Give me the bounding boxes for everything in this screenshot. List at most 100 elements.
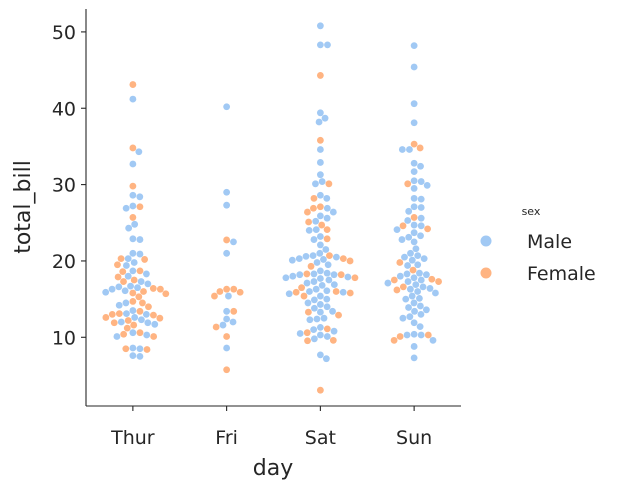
point-thur-male-69 xyxy=(129,329,137,337)
point-sat-male-79 xyxy=(316,301,324,308)
point-sun-male-50 xyxy=(417,276,425,284)
point-sun-male-9 xyxy=(417,162,424,170)
point-thur-male-55 xyxy=(142,310,150,318)
point-sat-female-25 xyxy=(305,218,313,226)
point-thur-male-13 xyxy=(125,224,133,232)
point-sun-female-4 xyxy=(410,140,418,148)
point-sun-male-32 xyxy=(398,236,406,243)
point-thur-male-35 xyxy=(115,283,123,291)
point-sun-male-33 xyxy=(410,238,418,246)
point-sat-male-42 xyxy=(320,256,327,263)
point-sun-male-36 xyxy=(414,252,422,259)
point-fri-female-13 xyxy=(230,307,238,315)
point-sun-female-26 xyxy=(399,222,407,230)
point-sun-male-52 xyxy=(404,278,412,285)
legend-label-female: Female xyxy=(527,263,596,285)
x-tick-label-sat: Sat xyxy=(305,427,336,449)
point-sun-male-78 xyxy=(403,331,411,339)
point-sat-female-13 xyxy=(325,180,333,188)
point-fri-female-9 xyxy=(236,288,244,296)
point-sun-female-51 xyxy=(390,276,398,284)
point-sat-male-97 xyxy=(310,335,318,343)
point-sun-male-81 xyxy=(429,336,437,344)
point-sat-male-80 xyxy=(323,303,331,311)
point-thur-male-1 xyxy=(129,95,137,103)
point-sat-male-14 xyxy=(316,191,324,199)
point-thur-female-77 xyxy=(122,345,130,353)
point-thur-female-43 xyxy=(129,289,137,297)
y-tick-label-40: 40 xyxy=(52,98,76,120)
point-thur-male-36 xyxy=(134,284,141,292)
point-thur-male-12 xyxy=(131,220,139,228)
point-sat-male-94 xyxy=(296,330,304,337)
point-sat-female-28 xyxy=(323,226,331,234)
point-sat-male-86 xyxy=(320,314,328,322)
point-sat-male-63 xyxy=(330,281,338,289)
x-tick-label-thur: Thur xyxy=(110,427,155,449)
point-thur-female-46 xyxy=(129,298,137,305)
point-thur-female-39 xyxy=(156,285,164,293)
point-sat-male-53 xyxy=(296,271,304,279)
point-fri-female-3 xyxy=(223,236,231,244)
point-sun-male-41 xyxy=(414,261,422,269)
point-sat-male-73 xyxy=(285,290,293,298)
x-tick-label-fri: Fri xyxy=(215,427,238,449)
point-fri-male-14 xyxy=(223,315,231,323)
point-sun-male-35 xyxy=(407,249,414,257)
point-sat-female-72 xyxy=(346,289,354,297)
point-sun-male-19 xyxy=(417,204,425,211)
point-sat-female-47 xyxy=(307,262,315,270)
point-thur-male-47 xyxy=(122,299,130,307)
point-sun-male-84 xyxy=(410,354,418,362)
point-sat-male-29 xyxy=(305,227,313,234)
point-sun-male-14 xyxy=(423,181,431,189)
point-sun-male-23 xyxy=(404,217,412,224)
legend-marker-male xyxy=(480,235,492,247)
point-thur-male-16 xyxy=(129,249,137,257)
point-thur-female-68 xyxy=(123,324,131,332)
point-sat-female-31 xyxy=(323,235,331,243)
point-sun-female-80 xyxy=(396,333,404,340)
point-sun-male-25 xyxy=(417,222,425,230)
point-sat-male-60 xyxy=(325,276,333,284)
point-sun-male-10 xyxy=(410,168,418,176)
point-sun-male-68 xyxy=(405,304,412,311)
point-sun-male-55 xyxy=(412,281,420,289)
point-thur-female-19 xyxy=(117,255,125,263)
point-sun-male-15 xyxy=(410,185,418,192)
point-fri-female-18 xyxy=(223,333,231,340)
point-sat-male-8 xyxy=(316,146,324,153)
point-sat-male-9 xyxy=(316,159,324,166)
point-fri-female-17 xyxy=(212,323,220,331)
point-sat-male-34 xyxy=(322,246,330,253)
point-sun-male-47 xyxy=(396,272,404,280)
point-sun-male-39 xyxy=(408,256,416,264)
point-fri-female-7 xyxy=(230,285,238,293)
point-thur-female-60 xyxy=(156,314,164,322)
point-sat-male-49 xyxy=(323,269,331,277)
point-sat-female-84 xyxy=(304,308,312,316)
point-sun-male-34 xyxy=(412,245,420,253)
point-sat-female-98 xyxy=(329,336,337,344)
point-sat-male-48 xyxy=(316,267,324,275)
point-sat-female-75 xyxy=(300,292,308,300)
point-sat-male-64 xyxy=(318,281,326,289)
point-fri-female-20 xyxy=(223,366,231,374)
point-sun-male-63 xyxy=(408,292,416,300)
point-sun-male-30 xyxy=(417,232,424,240)
point-sat-male-87 xyxy=(313,315,321,323)
point-sat-male-81 xyxy=(310,304,318,312)
point-thur-male-7 xyxy=(136,193,144,201)
y-tick-label-20: 20 xyxy=(52,251,76,273)
point-thur-female-29 xyxy=(114,273,122,281)
points-layer xyxy=(102,22,442,394)
point-thur-female-9 xyxy=(136,203,144,211)
point-thur-female-65 xyxy=(110,319,118,327)
point-thur-male-49 xyxy=(115,301,123,309)
point-sat-male-12 xyxy=(312,180,319,188)
point-thur-male-63 xyxy=(117,318,125,326)
point-sun-male-31 xyxy=(405,233,413,241)
point-sat-female-93 xyxy=(303,329,311,337)
point-sat-male-36 xyxy=(309,252,317,259)
point-sat-female-99 xyxy=(304,337,311,345)
